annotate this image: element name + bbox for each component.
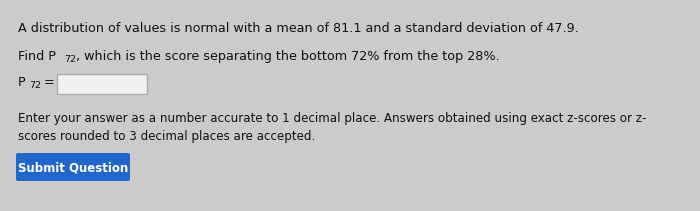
Text: P: P (18, 76, 26, 89)
Text: Find P: Find P (18, 50, 56, 63)
Text: Enter your answer as a number accurate to 1 decimal place. Answers obtained usin: Enter your answer as a number accurate t… (18, 112, 646, 125)
Text: , which is the score separating the bottom 72% from the top 28%.: , which is the score separating the bott… (76, 50, 500, 63)
FancyBboxPatch shape (16, 153, 130, 181)
Text: 72: 72 (29, 81, 41, 90)
Text: =: = (40, 76, 55, 89)
Text: A distribution of values is normal with a mean of 81.1 and a standard deviation : A distribution of values is normal with … (18, 22, 579, 35)
Bar (57, 74, 147, 94)
Text: Submit Question: Submit Question (18, 161, 128, 174)
Text: scores rounded to 3 decimal places are accepted.: scores rounded to 3 decimal places are a… (18, 130, 315, 143)
Text: 72: 72 (64, 55, 76, 64)
